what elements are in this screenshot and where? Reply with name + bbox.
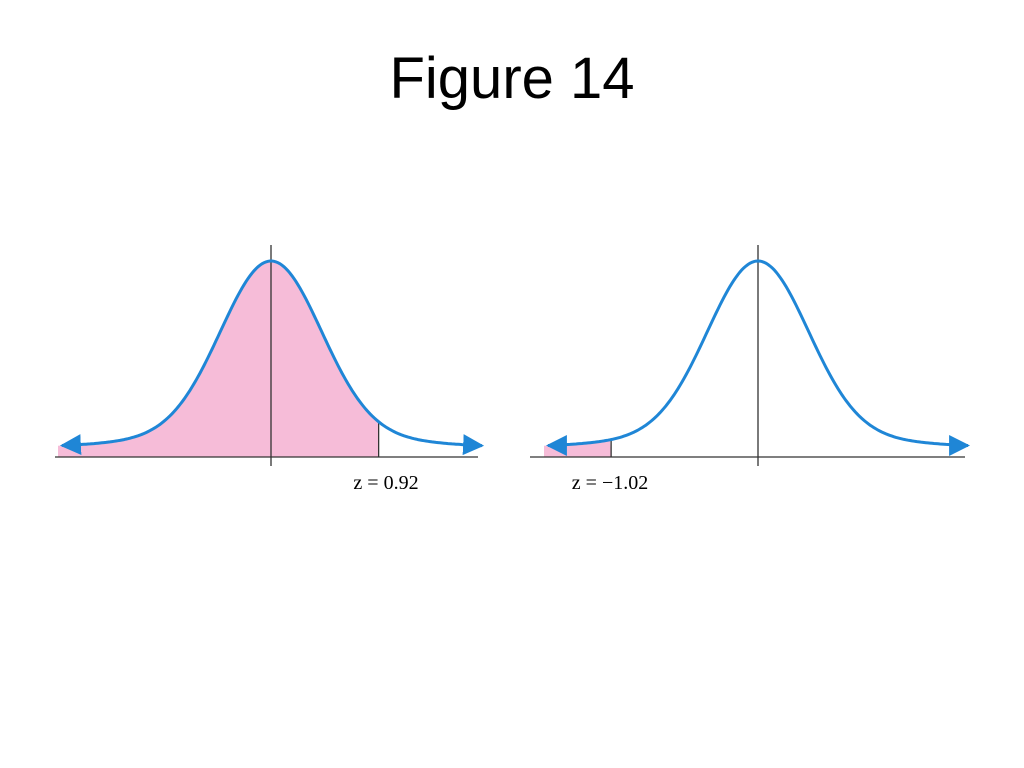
z-label: z = 0.92	[353, 472, 418, 494]
shaded-area	[58, 261, 379, 457]
title: Figure 14	[389, 46, 634, 111]
z-label: z = −1.02	[572, 472, 648, 494]
normal-curve	[59, 259, 485, 456]
normal-curve	[545, 259, 971, 456]
